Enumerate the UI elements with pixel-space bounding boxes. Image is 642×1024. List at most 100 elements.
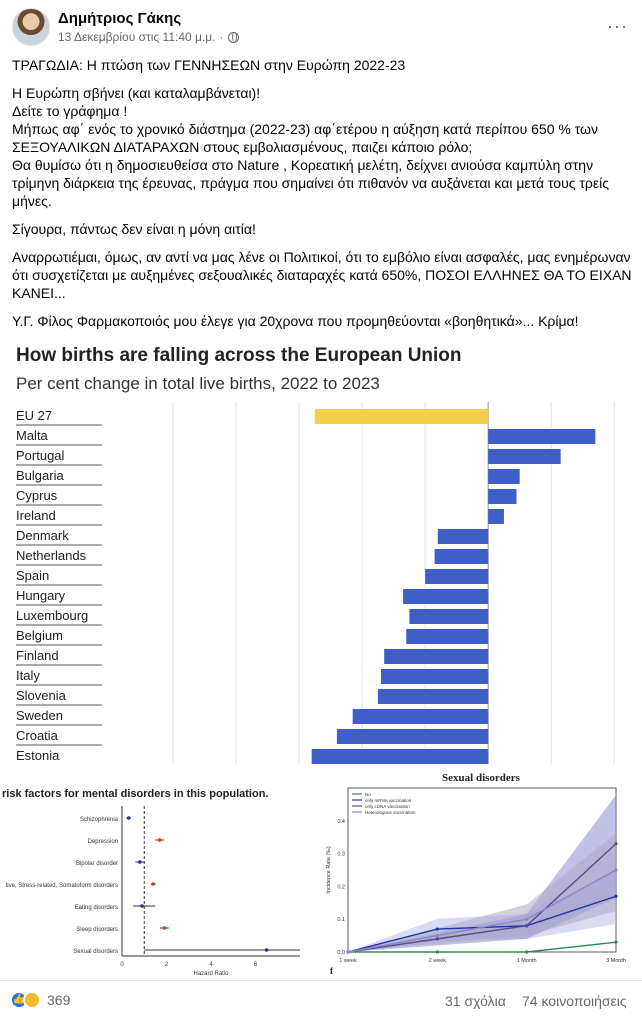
series-point xyxy=(525,950,529,954)
post-paragraph: Η Ευρώπη σβήνει (και καταλαμβάνεται)! xyxy=(12,85,261,101)
y-tick-label: 0.0 xyxy=(337,950,345,956)
x-tick-label: 4 xyxy=(209,962,213,968)
bar-category-label: Bulgaria xyxy=(16,468,64,483)
reaction-count: 369 xyxy=(47,992,71,1008)
y-tick-label: 0.1 xyxy=(337,917,345,923)
hazard-category-label: Depression xyxy=(88,839,118,845)
bar xyxy=(488,509,504,524)
bar-category-label: Netherlands xyxy=(16,548,87,563)
x-tick-label: 3 Month xyxy=(606,958,626,964)
bar xyxy=(488,469,520,484)
globe-icon xyxy=(227,31,239,43)
avatar[interactable] xyxy=(12,8,50,46)
confidence-band xyxy=(348,833,616,952)
bar-category-label: Slovenia xyxy=(16,688,67,703)
hazard-chart-title: risk factors for mental disorders in thi… xyxy=(2,788,269,800)
meta-separator: · xyxy=(219,30,224,44)
births-chart: How births are falling across the Europe… xyxy=(0,340,642,764)
bar-category-label: Denmark xyxy=(16,528,69,543)
hazard-point xyxy=(264,948,269,952)
y-axis-label: Incidence Rate (‰) xyxy=(326,846,332,894)
x-tick-label: 2 xyxy=(165,962,169,968)
y-tick-label: 0.2 xyxy=(337,884,345,890)
series-point xyxy=(614,868,618,872)
bar xyxy=(488,489,517,504)
bar-category-label: Ireland xyxy=(16,508,56,523)
bar xyxy=(403,589,489,604)
bar-category-label: Belgium xyxy=(16,628,63,643)
hazard-category-label: Schizophrenia xyxy=(80,817,119,823)
series-line xyxy=(347,869,617,953)
births-chart-svg: EU 27 Malta Portugal Bulgaria Cyprus Ireland D… xyxy=(16,402,615,764)
bar xyxy=(384,649,489,664)
x-axis-label: Hazard Ratio xyxy=(193,971,229,977)
post-paragraph: Μήπως αφ΄ ενός το χρονικό διάστημα (2022… xyxy=(12,121,598,155)
bar xyxy=(336,729,489,744)
series-line xyxy=(347,843,617,953)
series-point xyxy=(525,924,529,928)
comments-count-link[interactable]: 31 σχόλια xyxy=(445,993,506,1009)
legend-label: Heterologous vaccination xyxy=(365,810,416,815)
chart-subtitle: Per cent change in total live births, 20… xyxy=(16,374,380,393)
series-point xyxy=(614,894,618,898)
post-meta: 13 Δεκεμβρίου στις 11:40 μ.μ. · xyxy=(58,30,239,44)
incidence-chart-title: Sexual disorders xyxy=(442,772,520,784)
hazard-chart: risk factors for mental disorders in thi… xyxy=(0,766,318,980)
bar-category-label: Croatia xyxy=(16,728,59,743)
series-point xyxy=(435,934,439,938)
bar xyxy=(488,429,596,444)
author-name[interactable]: Δημήτριος Γάκης xyxy=(58,10,182,27)
hazard-point xyxy=(162,926,167,930)
bar-category-label: Luxembourg xyxy=(16,608,88,623)
reactions-summary[interactable]: 👍 369 xyxy=(10,991,70,1009)
hazard-point xyxy=(140,904,144,908)
post-media[interactable]: How births are falling across the Europe… xyxy=(0,340,642,980)
legend-label: only cDNA vaccination xyxy=(365,804,410,809)
hazard-category-label: tive, Stress-related, Somatoform disorde… xyxy=(6,883,118,889)
x-tick-label: 1 Month xyxy=(517,958,537,964)
x-tick-label: 1 week xyxy=(339,958,357,964)
hazard-point xyxy=(151,882,155,886)
bar-category-label: Portugal xyxy=(16,448,65,463)
post-header: Δημήτριος Γάκης 13 Δεκεμβρίου στις 11:40… xyxy=(8,6,634,50)
bar-category-label: Italy xyxy=(16,668,40,683)
post-paragraph: Σίγουρα, πάντως δεν είναι η μόνη αιτία! xyxy=(12,221,256,237)
incidence-chart: Sexual disorders 0.0 0.1 0.2 0.3 0.4 1 week 2 … xyxy=(320,766,642,980)
hazard-point xyxy=(126,816,131,820)
bar-category-label: Estonia xyxy=(16,748,60,763)
post-paragraph: Αναρρωτιέμαι, όμως, αν αντί να μας λένε … xyxy=(12,249,632,301)
bar-category-label: EU 27 xyxy=(16,408,52,423)
sad-reaction-icon xyxy=(23,991,41,1009)
hazard-point xyxy=(138,860,142,864)
bar xyxy=(314,409,489,424)
x-tick-label: 6 xyxy=(254,962,258,968)
post-body: ΤΡΑΓΩΔΙΑ: Η πτώση των ΓΕΝΝΗΣΕΩΝ στην Ευρ… xyxy=(12,56,632,340)
post-footer: 👍 369 31 σχόλια 74 κοινοποιήσεις xyxy=(0,980,642,1024)
hazard-point xyxy=(158,838,162,842)
bar xyxy=(381,669,489,684)
legend-label: only mRNA vaccination xyxy=(365,798,412,803)
hazard-category-label: Bipolar disorder xyxy=(76,861,118,867)
bar xyxy=(425,569,489,584)
bar xyxy=(488,449,561,464)
series-point xyxy=(435,950,439,954)
series-point xyxy=(435,927,439,931)
bar xyxy=(434,549,489,564)
panel-label: f xyxy=(330,966,334,976)
bar xyxy=(406,629,489,644)
series-point xyxy=(614,940,618,944)
bar-category-label: Spain xyxy=(16,568,49,583)
series-point xyxy=(346,950,350,954)
post-date[interactable]: 13 Δεκεμβρίου στις 11:40 μ.μ. xyxy=(58,30,216,44)
hazard-category-label: Sexual disorders xyxy=(73,949,118,955)
bar xyxy=(311,749,489,764)
series-point xyxy=(525,917,529,921)
more-options-button[interactable]: ··· xyxy=(607,16,628,36)
bar-category-label: Sweden xyxy=(16,708,63,723)
bar xyxy=(437,529,489,544)
post-paragraph: Υ.Γ. Φίλος Φαρμακοποιός μου έλεγε για 20… xyxy=(12,313,579,329)
bar xyxy=(352,709,489,724)
shares-count-link[interactable]: 74 κοινοποιήσεις xyxy=(522,993,627,1009)
confidence-band xyxy=(348,871,616,952)
hazard-category-label: Eating disorders xyxy=(75,905,118,911)
